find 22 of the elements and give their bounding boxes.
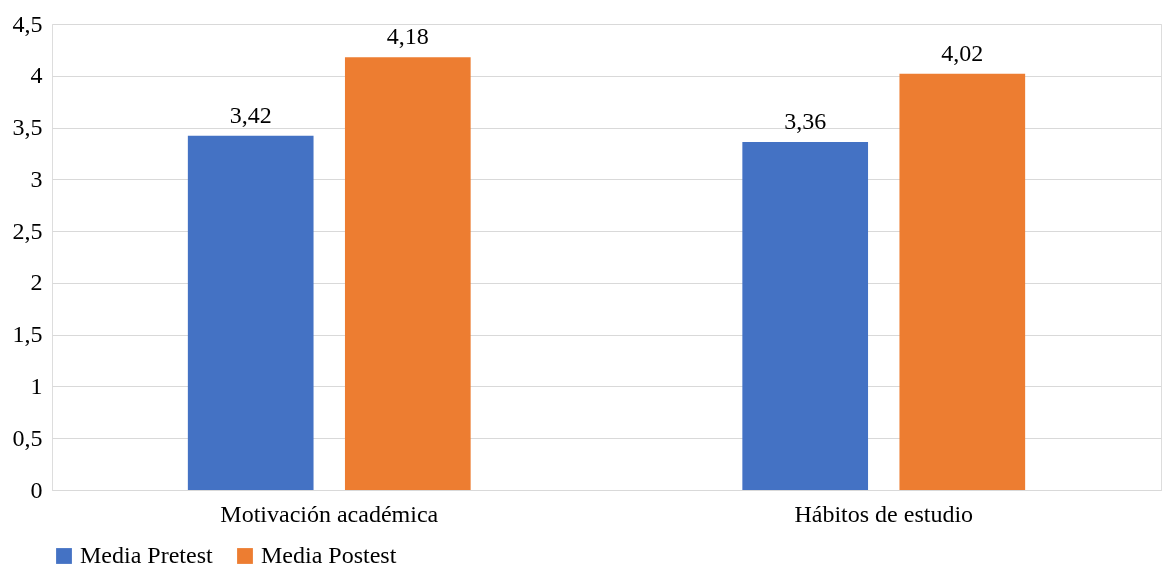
- legend-label: Media Pretest: [80, 542, 213, 568]
- x-tick-label: Hábitos de estudio: [794, 500, 974, 527]
- bar: [899, 73, 1026, 490]
- y-tick-label: 3: [30, 165, 43, 192]
- bar: [344, 57, 471, 490]
- y-tick-label: 3,5: [12, 114, 43, 141]
- bar: [742, 142, 869, 490]
- y-tick-label: 2: [30, 269, 43, 296]
- data-label: 3,42: [229, 101, 272, 128]
- y-tick-label: 0: [30, 476, 43, 503]
- y-tick-label: 1: [30, 372, 43, 399]
- data-label: 4,02: [941, 39, 984, 66]
- y-tick-label: 2,5: [12, 217, 43, 244]
- data-label: 4,18: [386, 23, 429, 50]
- bar: [187, 135, 314, 490]
- data-label: 3,36: [784, 108, 827, 135]
- y-tick-label: 4: [30, 62, 43, 89]
- y-tick-label: 1,5: [12, 321, 43, 348]
- y-tick-label: 0,5: [12, 424, 43, 451]
- legend-label: Media Postest: [261, 542, 397, 568]
- y-tick-label: 4,5: [12, 10, 43, 37]
- x-tick-label: Motivación académica: [220, 500, 439, 527]
